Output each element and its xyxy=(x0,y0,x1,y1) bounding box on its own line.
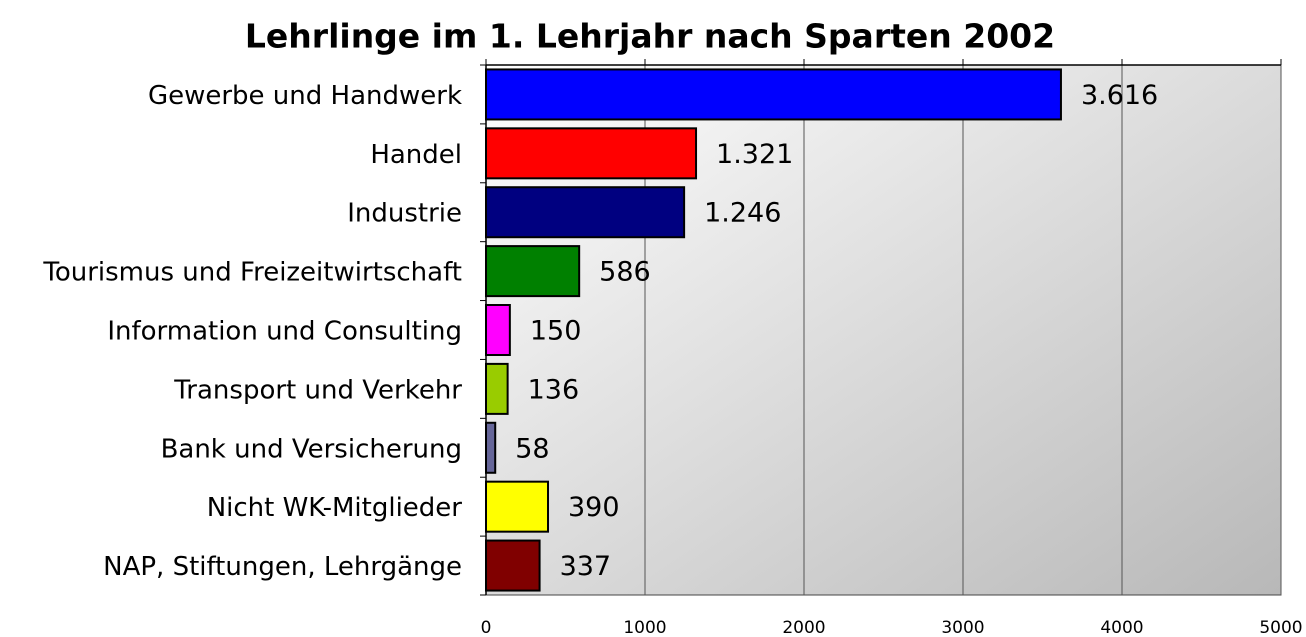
y-tick-label: Information und Consulting xyxy=(107,317,462,347)
bar xyxy=(485,245,581,298)
x-tick-label: 4000 xyxy=(1100,618,1143,637)
x-tick-label: 1000 xyxy=(623,618,666,637)
bar xyxy=(485,68,1062,121)
y-tick-label: Nicht WK-Mitglieder xyxy=(207,493,463,523)
x-tick-label: 0 xyxy=(481,618,492,637)
y-tick-label: NAP, Stiftungen, Lehrgänge xyxy=(103,552,462,582)
bar xyxy=(485,186,686,239)
data-label: 58 xyxy=(515,433,549,464)
bar xyxy=(485,539,541,592)
y-tick-label: Transport und Verkehr xyxy=(173,375,462,405)
y-tick-label: Gewerbe und Handwerk xyxy=(148,81,462,111)
chart-title: Lehrlinge im 1. Lehrjahr nach Sparten 20… xyxy=(245,17,1055,56)
data-label: 586 xyxy=(599,257,651,288)
bar xyxy=(485,304,511,356)
bar xyxy=(485,421,497,474)
data-label: 1.246 xyxy=(704,198,781,229)
data-label: 1.321 xyxy=(716,139,793,170)
bar xyxy=(485,480,550,533)
data-label: 390 xyxy=(568,492,620,523)
x-tick-label: 5000 xyxy=(1259,618,1302,637)
y-tick-label: Tourismus und Freizeitwirtschaft xyxy=(42,258,462,288)
y-tick-label: Industrie xyxy=(347,199,462,229)
x-tick-label: 2000 xyxy=(782,618,825,637)
y-tick-label: Handel xyxy=(370,140,462,170)
x-tick-label: 3000 xyxy=(941,618,984,637)
data-label: 136 xyxy=(528,374,580,405)
bar xyxy=(485,127,698,180)
data-label: 3.616 xyxy=(1081,80,1158,111)
y-tick-label: Bank und Versicherung xyxy=(161,434,462,464)
data-label: 337 xyxy=(560,551,612,582)
bar xyxy=(485,362,509,415)
data-label: 150 xyxy=(530,316,582,347)
